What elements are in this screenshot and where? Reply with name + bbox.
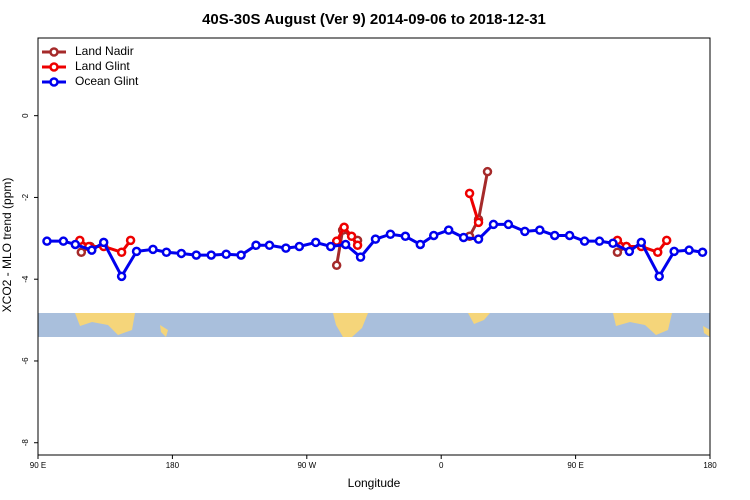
x-tick-label: 0 xyxy=(439,461,444,470)
x-axis-label: Longitude xyxy=(348,476,401,490)
point xyxy=(131,246,142,257)
y-tick-label: -6 xyxy=(21,357,30,365)
point xyxy=(236,250,246,260)
point xyxy=(669,246,679,257)
series-line xyxy=(468,192,480,223)
y-tick-label: -4 xyxy=(21,275,30,283)
y-tick-label: 0 xyxy=(21,113,30,118)
point xyxy=(251,240,261,251)
point xyxy=(70,239,81,250)
point xyxy=(488,219,499,230)
point xyxy=(624,246,635,257)
point xyxy=(340,239,351,250)
point xyxy=(612,247,623,257)
point xyxy=(458,232,469,243)
point xyxy=(503,219,514,230)
point xyxy=(176,248,187,259)
point xyxy=(428,230,439,241)
point xyxy=(98,237,109,248)
point xyxy=(221,249,231,260)
point xyxy=(697,247,708,257)
point xyxy=(206,250,216,260)
point xyxy=(594,236,605,246)
legend-label: Land Glint xyxy=(75,59,130,73)
point xyxy=(608,238,618,248)
point xyxy=(535,225,545,235)
point xyxy=(331,260,342,271)
x-tick-label: 90 E xyxy=(567,461,583,470)
point xyxy=(473,234,484,244)
point xyxy=(473,217,484,228)
point xyxy=(339,222,349,233)
point xyxy=(42,236,52,246)
point xyxy=(400,231,411,242)
x-tick-label: 90 E xyxy=(30,461,46,470)
point xyxy=(549,230,560,241)
point xyxy=(281,243,291,253)
point xyxy=(415,239,426,250)
point xyxy=(346,231,357,242)
map-strip xyxy=(38,313,710,337)
point xyxy=(661,235,672,246)
point xyxy=(443,225,454,235)
point xyxy=(464,188,475,199)
x-tick-label: 90 W xyxy=(297,461,316,470)
point xyxy=(370,234,381,244)
point xyxy=(148,244,158,255)
plot-frame xyxy=(37,37,711,456)
series-line xyxy=(335,224,359,247)
point xyxy=(58,236,69,246)
point xyxy=(264,240,275,251)
point xyxy=(579,236,590,246)
x-tick-label: 180 xyxy=(703,461,717,470)
point xyxy=(125,235,136,246)
chart-title: 40S-30S August (Ver 9) 2014-09-06 to 201… xyxy=(202,11,546,28)
point xyxy=(564,230,575,241)
legend-marker xyxy=(49,62,59,72)
point xyxy=(311,237,321,248)
legend-marker xyxy=(49,77,59,87)
point xyxy=(76,247,87,257)
point xyxy=(87,245,97,255)
point xyxy=(325,241,336,252)
x-tick-label: 180 xyxy=(166,461,180,470)
point xyxy=(482,166,493,177)
point xyxy=(161,247,172,257)
point xyxy=(654,271,664,282)
y-tick-label: -8 xyxy=(21,439,30,447)
legend-label: Ocean Glint xyxy=(75,74,139,88)
point xyxy=(116,247,127,257)
point xyxy=(294,241,305,252)
point xyxy=(385,229,396,239)
point xyxy=(191,250,202,260)
legend-marker xyxy=(49,47,59,57)
point xyxy=(352,240,363,251)
point xyxy=(684,245,694,255)
point xyxy=(636,237,647,248)
point xyxy=(652,247,663,257)
y-tick-label: -2 xyxy=(21,193,30,201)
point xyxy=(355,252,366,262)
y-axis-label: XCO2 - MLO trend (ppm) xyxy=(0,178,14,313)
legend-label: Land Nadir xyxy=(75,44,134,58)
series-line xyxy=(46,222,703,280)
point xyxy=(116,271,127,282)
point xyxy=(520,226,530,237)
